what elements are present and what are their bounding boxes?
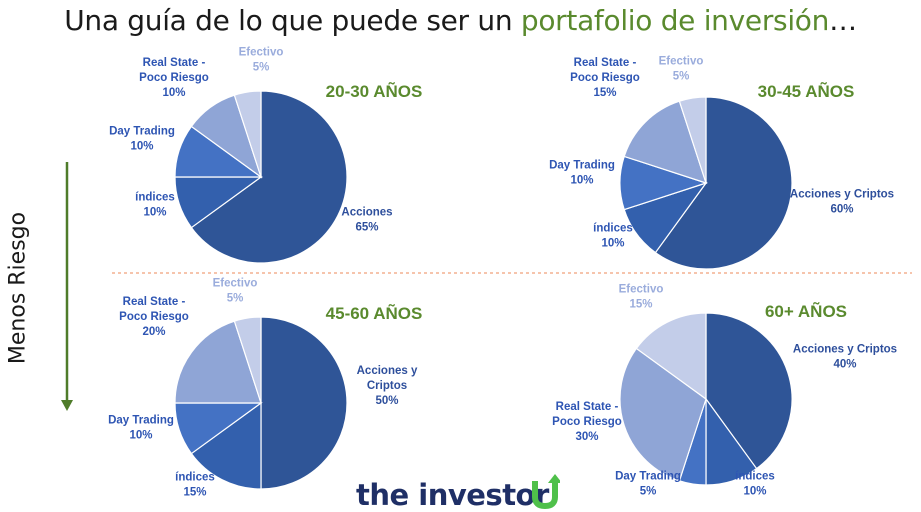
- data-label-efectivo: Efectivo 5%: [659, 56, 704, 83]
- pie-chart-60-anos: 60+ AÑOS Acciones y Criptos 40% índices 10% D…: [552, 284, 897, 498]
- pie-slice-efectivo: [233, 316, 262, 404]
- pie-title: 60+ AÑOS: [765, 301, 847, 321]
- data-label-day-trading: Day Trading 5%: [615, 471, 681, 498]
- pie-charts-group: 20-30 AÑOS Acciones 65% índices 10% Day Tradi…: [108, 47, 897, 499]
- pie-chart-20-30-anos: 20-30 AÑOS Acciones 65% índices 10% Day Tradi…: [109, 47, 422, 264]
- title-suffix: …: [829, 4, 857, 37]
- data-label-day-trading: Day Trading 10%: [109, 126, 175, 153]
- data-label-indices: índices 10%: [593, 223, 633, 250]
- pie-slice-acciones-y-criptos: [260, 316, 348, 490]
- data-label-acciones-y-criptos: Acciones y Criptos 50%: [357, 365, 418, 407]
- data-label-efectivo: Efectivo 5%: [239, 47, 284, 74]
- pie-title: 45-60 AÑOS: [326, 303, 423, 323]
- data-label-indices: índices 10%: [735, 471, 775, 498]
- pie-slice-efectivo: [233, 90, 262, 178]
- data-label-day-trading: Day Trading 10%: [108, 415, 174, 442]
- data-label-efectivo: Efectivo 5%: [213, 278, 258, 305]
- pie-slice-acciones-y-criptos: [654, 96, 793, 270]
- brand-logo-text: the investor: [356, 478, 549, 512]
- pie-title: 20-30 AÑOS: [326, 81, 423, 101]
- pie-slice-efectivo: [678, 96, 707, 184]
- title-main: Una guía de lo que puede ser un: [64, 4, 521, 37]
- data-label-acciones-y-criptos: Acciones y Criptos 40%: [793, 344, 897, 371]
- pie-slice-acciones-y-criptos: [705, 312, 793, 470]
- data-label-day-trading: Day Trading 10%: [549, 160, 615, 187]
- data-label-real-state-poco-riesgo: Real State -Poco Riesgo 15%: [570, 57, 640, 99]
- title-accent: portafolio de inversión: [520, 4, 830, 37]
- data-label-real-state-poco-riesgo: Real State -Poco Riesgo 30%: [552, 401, 622, 443]
- data-label-indices: índices 15%: [175, 472, 215, 499]
- pie-chart-30-45-anos: 30-45 AÑOS Acciones y Criptos 60% índices 10…: [549, 56, 894, 270]
- brand-logo-icon: [532, 474, 560, 509]
- pie-slice-real-state-poco-riesgo: [174, 320, 262, 404]
- data-label-efectivo: Efectivo 15%: [619, 284, 664, 311]
- data-label-acciones-y-criptos: Acciones y Criptos 60%: [790, 189, 894, 216]
- data-label-indices: índices 10%: [135, 192, 175, 219]
- pie-chart-45-60-anos: 45-60 AÑOS Acciones y Criptos 50% índices 15%…: [108, 278, 422, 499]
- page-title: Una guía de lo que puede ser un portafol…: [0, 4, 921, 37]
- pie-slice-acciones: [190, 90, 348, 264]
- pie-title: 30-45 AÑOS: [758, 81, 855, 101]
- data-label-real-state-poco-riesgo: Real State -Poco Riesgo 20%: [119, 296, 189, 338]
- risk-axis-label: Menos Riesgo: [5, 211, 31, 365]
- pie-slice-real-state-poco-riesgo: [619, 347, 707, 482]
- data-label-acciones: Acciones 65%: [341, 207, 392, 234]
- risk-arrow-head: [61, 400, 73, 411]
- pie-slice-indices: [190, 401, 262, 490]
- data-label-real-state-poco-riesgo: Real State -Poco Riesgo 10%: [139, 57, 209, 99]
- pie-slice-efectivo: [635, 312, 707, 401]
